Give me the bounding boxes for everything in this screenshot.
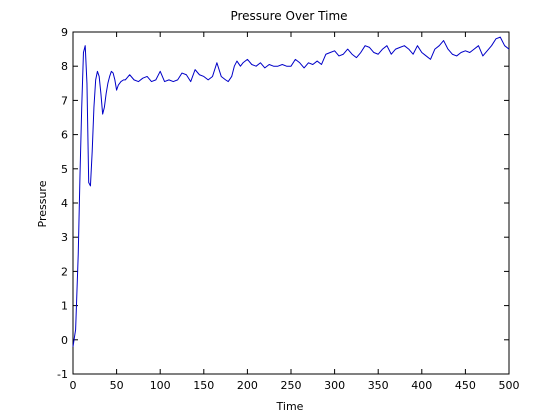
x-tick-label: 0 xyxy=(70,379,77,392)
y-tick-label: 1 xyxy=(61,300,68,313)
x-tick-label: 450 xyxy=(455,379,476,392)
x-tick-label: 350 xyxy=(368,379,389,392)
y-tick-label: 7 xyxy=(61,94,68,107)
x-tick-label: 500 xyxy=(499,379,520,392)
x-tick-label: 200 xyxy=(237,379,258,392)
x-tick-label: 100 xyxy=(150,379,171,392)
x-tick-label: 50 xyxy=(110,379,124,392)
y-tick-label: 6 xyxy=(61,129,68,142)
y-tick-label: 5 xyxy=(61,163,68,176)
y-tick-label: 2 xyxy=(61,265,68,278)
plot-area xyxy=(72,31,510,375)
chart-title: Pressure Over Time xyxy=(230,9,347,23)
y-tick-label: 9 xyxy=(61,26,68,39)
x-tick-label: 150 xyxy=(193,379,214,392)
y-tick-label: 0 xyxy=(61,334,68,347)
x-tick-label: 250 xyxy=(281,379,302,392)
y-tick-label: 8 xyxy=(61,60,68,73)
series-line xyxy=(72,36,510,347)
y-tick-label: 3 xyxy=(61,231,68,244)
y-axis-label: Pressure xyxy=(36,180,49,227)
x-tick-label: 300 xyxy=(324,379,345,392)
y-tick-label: -1 xyxy=(57,368,68,381)
y-axis: -1 0 1 2 3 4 5 6 7 8 9 xyxy=(57,26,509,381)
x-tick-label: 400 xyxy=(411,379,432,392)
y-tick-label: 4 xyxy=(61,197,68,210)
x-axis: 0 50 100 150 200 250 300 350 400 450 500 xyxy=(70,32,520,392)
x-axis-label: Time xyxy=(276,400,304,413)
series-layer xyxy=(72,36,510,347)
